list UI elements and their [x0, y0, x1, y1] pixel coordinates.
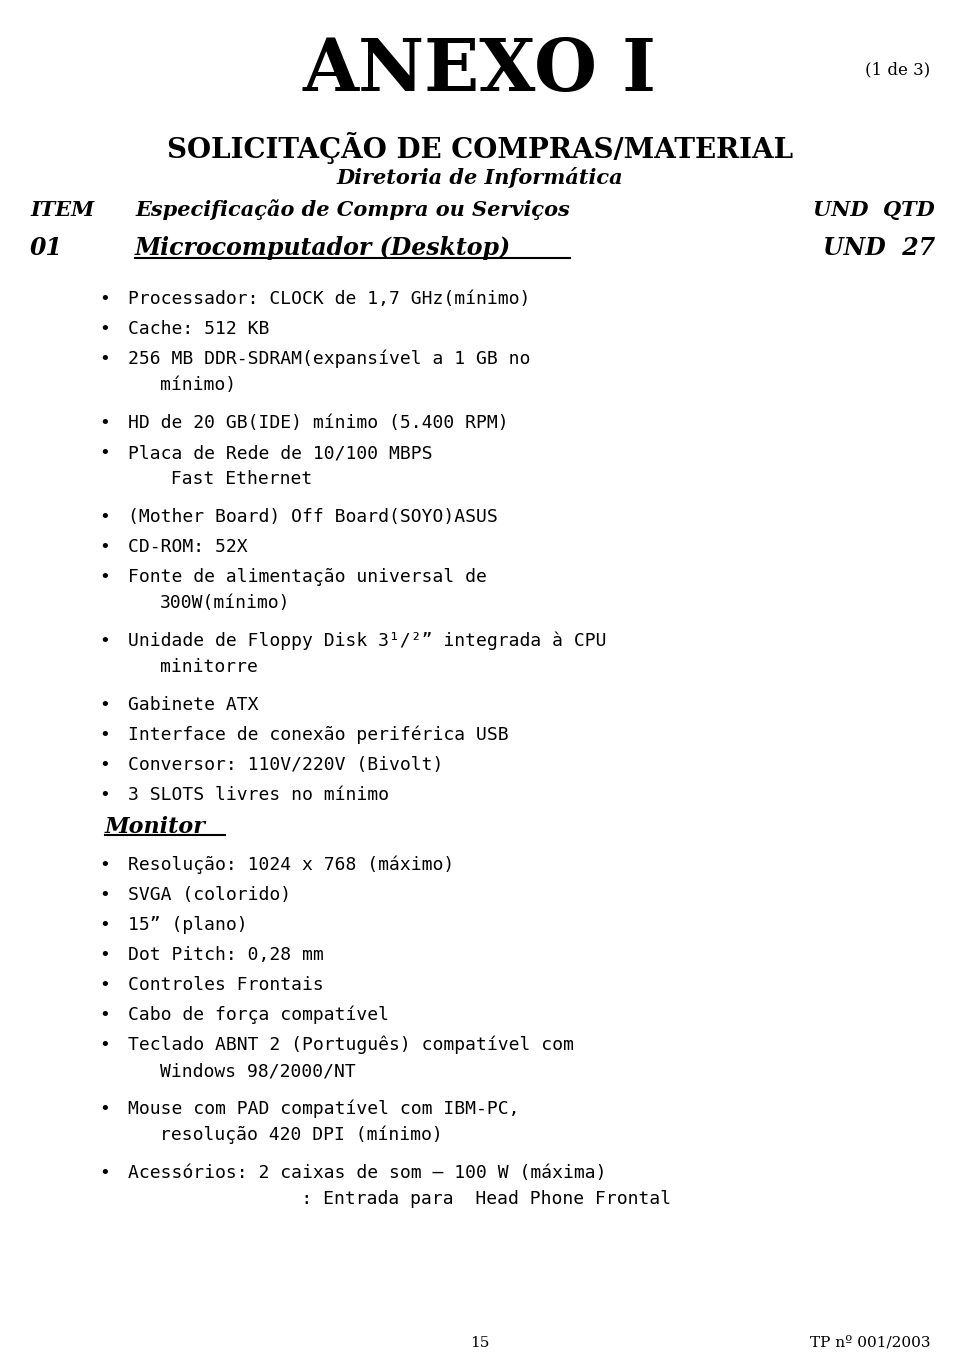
Text: Acessórios: 2 caixas de som – 100 W (máxima): Acessórios: 2 caixas de som – 100 W (máx… — [128, 1165, 607, 1182]
Text: Monitor: Monitor — [105, 816, 206, 838]
Text: •: • — [100, 887, 110, 904]
Text: minitorre: minitorre — [160, 658, 258, 676]
Text: ITEM: ITEM — [30, 200, 94, 221]
Text: 256 MB DDR-SDRAM(expansível a 1 GB no: 256 MB DDR-SDRAM(expansível a 1 GB no — [128, 350, 530, 369]
Text: Fonte de alimentação universal de: Fonte de alimentação universal de — [128, 568, 487, 586]
Text: •: • — [100, 444, 110, 462]
Text: 15: 15 — [470, 1336, 490, 1350]
Text: Cabo de força compatível: Cabo de força compatível — [128, 1007, 389, 1024]
Text: 3 SLOTS livres no mínimo: 3 SLOTS livres no mínimo — [128, 786, 389, 804]
Text: (1 de 3): (1 de 3) — [865, 61, 930, 79]
Text: •: • — [100, 696, 110, 714]
Text: •: • — [100, 538, 110, 556]
Text: CD-ROM: 52X: CD-ROM: 52X — [128, 538, 248, 556]
Text: Teclado ABNT 2 (Português) compatível com: Teclado ABNT 2 (Português) compatível co… — [128, 1036, 574, 1054]
Text: •: • — [100, 1036, 110, 1054]
Text: Resolução: 1024 x 768 (máximo): Resolução: 1024 x 768 (máximo) — [128, 855, 454, 874]
Text: Diretoria de Informática: Diretoria de Informática — [337, 168, 623, 188]
Text: •: • — [100, 1165, 110, 1182]
Text: Processador: CLOCK de 1,7 GHz(mínimo): Processador: CLOCK de 1,7 GHz(mínimo) — [128, 290, 530, 308]
Text: UND  27: UND 27 — [823, 236, 935, 260]
Text: 15” (plano): 15” (plano) — [128, 917, 248, 934]
Text: HD de 20 GB(IDE) mínimo (5.400 RPM): HD de 20 GB(IDE) mínimo (5.400 RPM) — [128, 414, 509, 432]
Text: •: • — [100, 320, 110, 338]
Text: •: • — [100, 632, 110, 650]
Text: •: • — [100, 350, 110, 368]
Text: •: • — [100, 1100, 110, 1118]
Text: Placa de Rede de 10/100 MBPS: Placa de Rede de 10/100 MBPS — [128, 444, 433, 462]
Text: Conversor: 110V/220V (Bivolt): Conversor: 110V/220V (Bivolt) — [128, 756, 444, 774]
Text: TP nº 001/2003: TP nº 001/2003 — [809, 1336, 930, 1350]
Text: : Entrada para  Head Phone Frontal: : Entrada para Head Phone Frontal — [160, 1190, 671, 1208]
Text: •: • — [100, 508, 110, 526]
Text: resolução 420 DPI (mínimo): resolução 420 DPI (mínimo) — [160, 1126, 443, 1144]
Text: Interface de conexão periférica USB: Interface de conexão periférica USB — [128, 726, 509, 745]
Text: •: • — [100, 855, 110, 874]
Text: 01: 01 — [30, 236, 63, 260]
Text: Unidade de Floppy Disk 3¹/²” integrada à CPU: Unidade de Floppy Disk 3¹/²” integrada à… — [128, 632, 607, 651]
Text: •: • — [100, 290, 110, 308]
Text: •: • — [100, 947, 110, 964]
Text: Controles Frontais: Controles Frontais — [128, 977, 324, 994]
Text: •: • — [100, 786, 110, 804]
Text: Fast Ethernet: Fast Ethernet — [160, 470, 312, 488]
Text: •: • — [100, 977, 110, 994]
Text: 300W(mínimo): 300W(mínimo) — [160, 594, 291, 612]
Text: Gabinete ATX: Gabinete ATX — [128, 696, 258, 714]
Text: ANEXO I: ANEXO I — [303, 34, 657, 105]
Text: Cache: 512 KB: Cache: 512 KB — [128, 320, 270, 338]
Text: •: • — [100, 726, 110, 744]
Text: (Mother Board) Off Board(SOYO)ASUS: (Mother Board) Off Board(SOYO)ASUS — [128, 508, 497, 526]
Text: •: • — [100, 756, 110, 774]
Text: Microcomputador (Desktop): Microcomputador (Desktop) — [135, 236, 511, 260]
Text: SVGA (colorido): SVGA (colorido) — [128, 887, 291, 904]
Text: Windows 98/2000/NT: Windows 98/2000/NT — [160, 1062, 356, 1080]
Text: SOLICITAÇÃO DE COMPRAS/MATERIAL: SOLICITAÇÃO DE COMPRAS/MATERIAL — [167, 132, 793, 163]
Text: •: • — [100, 1007, 110, 1024]
Text: •: • — [100, 414, 110, 432]
Text: •: • — [100, 568, 110, 586]
Text: Especificação de Compra ou Serviços: Especificação de Compra ou Serviços — [135, 200, 569, 221]
Text: UND  QTD: UND QTD — [813, 200, 935, 221]
Text: Mouse com PAD compatível com IBM-PC,: Mouse com PAD compatível com IBM-PC, — [128, 1100, 519, 1118]
Text: Dot Pitch: 0,28 mm: Dot Pitch: 0,28 mm — [128, 947, 324, 964]
Text: •: • — [100, 917, 110, 934]
Text: mínimo): mínimo) — [160, 376, 236, 394]
